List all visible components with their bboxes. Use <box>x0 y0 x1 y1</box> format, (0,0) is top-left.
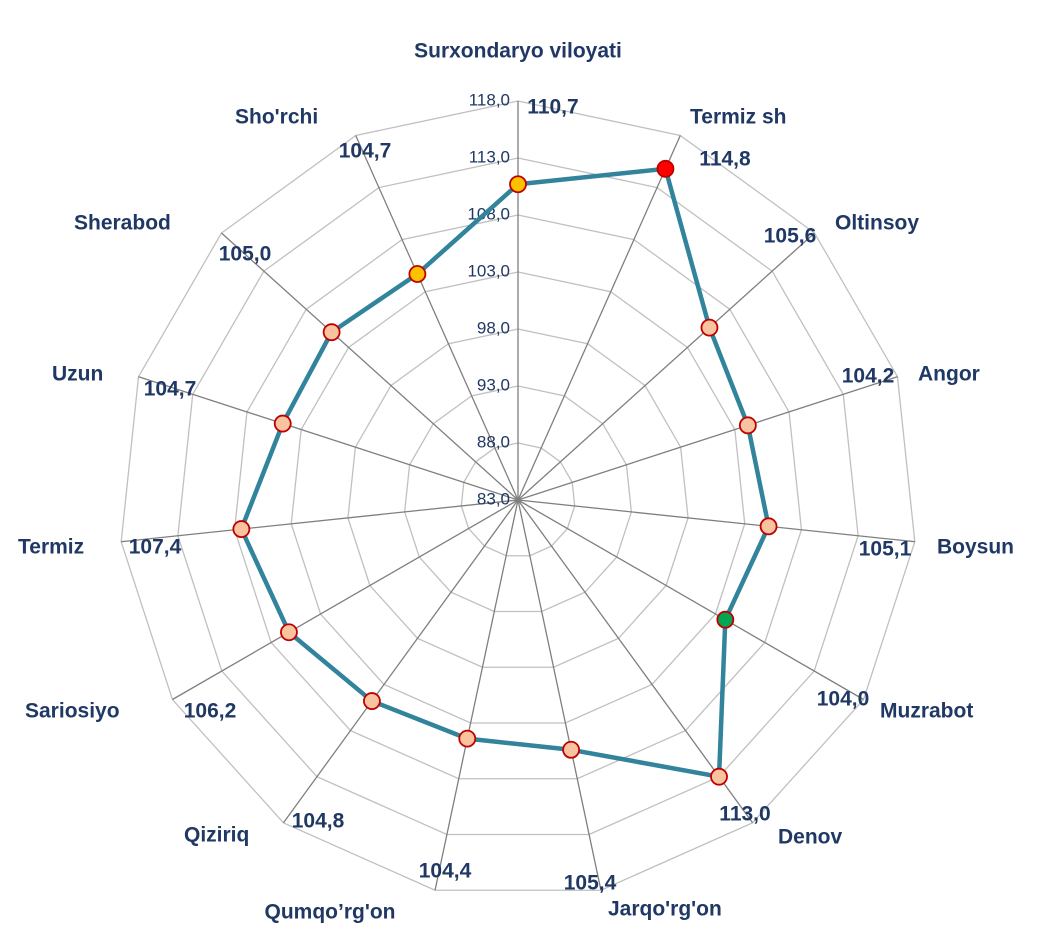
tick-label: 93,0 <box>477 375 510 394</box>
spoke <box>517 499 864 701</box>
category-label: Sariosiyo <box>25 700 120 723</box>
data-point <box>232 520 251 538</box>
category-label: Termiz <box>18 536 84 559</box>
spoke <box>517 232 815 501</box>
value-label: 110,7 <box>527 96 578 119</box>
category-label: Denov <box>778 826 843 849</box>
category-label: Qumqo’rg'on <box>265 901 396 924</box>
data-point <box>716 610 735 629</box>
data-point <box>738 416 757 435</box>
tick-label: 98,0 <box>477 318 510 337</box>
spoke <box>517 499 602 891</box>
grid-ring <box>177 157 859 836</box>
spoke <box>434 499 519 891</box>
value-label: 104,4 <box>419 860 472 883</box>
category-label: Sho'rchi <box>235 106 318 129</box>
value-label: 113,0 <box>719 803 770 826</box>
grid-ring <box>403 385 633 613</box>
category-label: Uzun <box>52 363 103 386</box>
category-label: Qiziriq <box>184 824 249 847</box>
data-point <box>509 175 527 194</box>
data-point <box>656 159 675 178</box>
data-point <box>700 318 719 337</box>
value-label: 105,0 <box>219 243 272 266</box>
category-label: Surxondaryo viloyati <box>414 40 622 63</box>
value-label: 104,7 <box>144 378 197 401</box>
value-label: 107,4 <box>129 536 182 559</box>
spoke <box>221 232 519 501</box>
tick-label: 103,0 <box>467 261 510 280</box>
data-point <box>759 517 778 536</box>
spoke <box>138 376 519 501</box>
spoke <box>355 135 519 501</box>
spoke <box>517 499 754 824</box>
spoke <box>121 499 519 543</box>
value-label: 114,8 <box>699 148 751 171</box>
grid-ring <box>460 442 576 557</box>
value-label: 105,1 <box>859 538 912 561</box>
data-point <box>408 265 427 283</box>
spoke <box>517 376 898 501</box>
data-point <box>273 414 292 433</box>
category-label: Sherabod <box>74 212 171 235</box>
grid-ring <box>290 271 746 724</box>
tick-label: 83,0 <box>477 489 510 508</box>
data-point <box>562 740 580 759</box>
data-point <box>280 623 298 642</box>
category-label: Boysun <box>937 536 1014 559</box>
value-label: 104,0 <box>817 688 870 711</box>
data-point <box>458 729 477 748</box>
value-label: 105,4 <box>564 872 617 895</box>
series-line <box>239 166 771 779</box>
value-label: 106,2 <box>184 700 237 723</box>
grid-ring <box>120 100 916 891</box>
tick-label: 118,0 <box>469 90 510 109</box>
category-label: Angor <box>918 363 980 386</box>
tick-label: 88,0 <box>477 432 510 451</box>
spoke <box>517 135 681 501</box>
data-point <box>710 767 728 786</box>
category-label: Oltinsoy <box>835 212 919 235</box>
grid-ring <box>233 214 803 780</box>
tick-label: 113,0 <box>469 147 510 166</box>
spoke <box>517 499 915 543</box>
category-label: Jarqo'rg'on <box>608 898 722 921</box>
value-label: 104,7 <box>339 140 392 163</box>
value-label: 104,8 <box>292 810 345 833</box>
data-point <box>363 692 381 710</box>
spoke <box>282 499 519 824</box>
value-label: 105,6 <box>764 225 817 248</box>
value-label: 104,2 <box>842 365 895 388</box>
grid-ring <box>347 328 689 668</box>
category-label: Muzrabot <box>880 700 973 723</box>
spoke <box>172 499 519 701</box>
data-point <box>322 323 341 342</box>
category-label: Termiz sh <box>690 106 786 129</box>
